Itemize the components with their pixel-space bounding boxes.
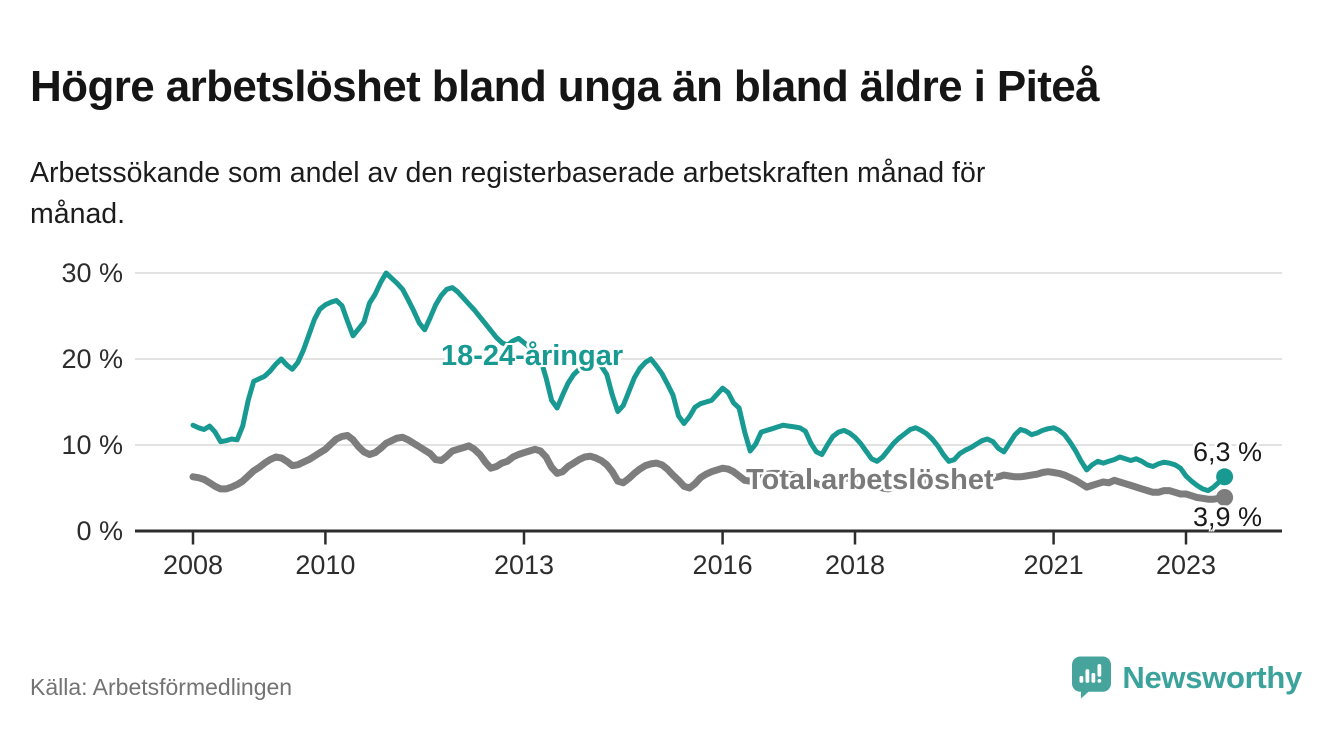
end-value-label-youth: 6,3 % (1192, 437, 1262, 467)
y-tick-label: 0 % (76, 516, 123, 546)
end-dot-total (1216, 489, 1234, 506)
subtitle-line-2: månad. (30, 197, 126, 230)
y-tick-label: 30 % (61, 258, 123, 288)
bar-icon-short (1079, 676, 1084, 683)
series-line-youth (190, 270, 1228, 494)
series-label-total: Total arbetslöshet (746, 464, 994, 496)
newsworthy-logo-icon (1072, 656, 1112, 699)
end-dot-youth (1216, 468, 1234, 486)
series-line-total (189, 432, 1229, 503)
bar-icon-medium (1091, 673, 1096, 683)
subtitle-line-1: Arbetssökande som andel av den registerb… (30, 156, 986, 189)
y-tick-label: 20 % (61, 344, 123, 374)
exclamation-stem (1097, 664, 1102, 677)
x-tick-label: 2021 (1024, 550, 1084, 580)
newsworthy-logo: Newsworthy (1072, 656, 1302, 699)
page-title: Högre arbetslöshet bland unga än bland ä… (30, 62, 1100, 112)
x-tick-label: 2018 (825, 550, 885, 580)
page-subtitle: Arbetssökande som andel av den registerb… (30, 153, 1310, 235)
end-value-label-total: 3,9 % (1192, 502, 1262, 532)
exclamation-dot (1097, 679, 1102, 683)
x-tick-label: 2016 (693, 550, 753, 580)
x-tick-label: 2013 (494, 550, 554, 580)
x-tick-label: 2010 (295, 550, 355, 580)
x-tick-label: 2023 (1156, 550, 1216, 580)
bar-icon-tall (1085, 669, 1090, 683)
y-tick-label: 10 % (61, 430, 123, 460)
source-attribution: Källa: Arbetsförmedlingen (30, 674, 293, 700)
series-label-youth: 18-24-åringar (441, 340, 624, 372)
newsworthy-wordmark: Newsworthy (1122, 659, 1302, 695)
x-tick-label: 2008 (163, 550, 223, 580)
